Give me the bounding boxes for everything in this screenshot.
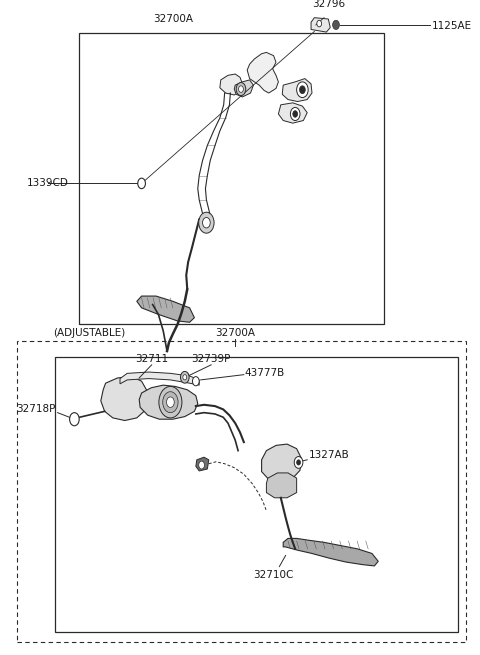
Circle shape	[167, 397, 174, 407]
Polygon shape	[311, 18, 330, 32]
Text: 32739P: 32739P	[192, 354, 231, 364]
Text: 1327AB: 1327AB	[309, 450, 349, 460]
Circle shape	[70, 413, 79, 426]
Circle shape	[290, 107, 300, 121]
Circle shape	[192, 377, 199, 386]
Circle shape	[183, 375, 187, 380]
Polygon shape	[282, 79, 312, 102]
Bar	[55, 357, 458, 632]
Polygon shape	[120, 372, 199, 385]
Polygon shape	[278, 103, 307, 123]
Circle shape	[138, 178, 145, 189]
Circle shape	[300, 86, 305, 94]
Text: 32700A: 32700A	[215, 328, 255, 338]
Circle shape	[297, 82, 308, 98]
Text: 1339CD: 1339CD	[26, 178, 68, 189]
Polygon shape	[262, 444, 301, 481]
Polygon shape	[266, 473, 297, 498]
Text: 32710C: 32710C	[253, 570, 294, 580]
Circle shape	[203, 217, 210, 228]
Polygon shape	[220, 74, 242, 95]
Text: 32718P: 32718P	[16, 404, 55, 415]
Polygon shape	[234, 80, 253, 97]
Circle shape	[199, 212, 214, 233]
Circle shape	[236, 83, 246, 96]
Polygon shape	[101, 377, 148, 421]
Circle shape	[180, 371, 189, 383]
Circle shape	[317, 20, 322, 27]
Circle shape	[199, 461, 204, 469]
Text: 32796: 32796	[312, 0, 346, 9]
Polygon shape	[139, 385, 198, 419]
Text: 43777B: 43777B	[245, 368, 285, 379]
Polygon shape	[283, 538, 378, 566]
Text: 32700A: 32700A	[153, 14, 193, 24]
Text: 32711: 32711	[135, 354, 168, 364]
Circle shape	[297, 460, 300, 465]
Polygon shape	[247, 52, 278, 93]
Text: 1125AE: 1125AE	[432, 21, 472, 31]
Bar	[79, 33, 384, 324]
Circle shape	[293, 111, 298, 117]
Text: (ADJUSTABLE): (ADJUSTABLE)	[53, 328, 125, 338]
Polygon shape	[196, 457, 209, 471]
Circle shape	[239, 86, 243, 92]
Circle shape	[163, 392, 178, 413]
Circle shape	[294, 457, 303, 468]
Polygon shape	[137, 296, 194, 322]
Circle shape	[159, 386, 182, 418]
Circle shape	[333, 20, 339, 29]
Bar	[17, 341, 466, 642]
